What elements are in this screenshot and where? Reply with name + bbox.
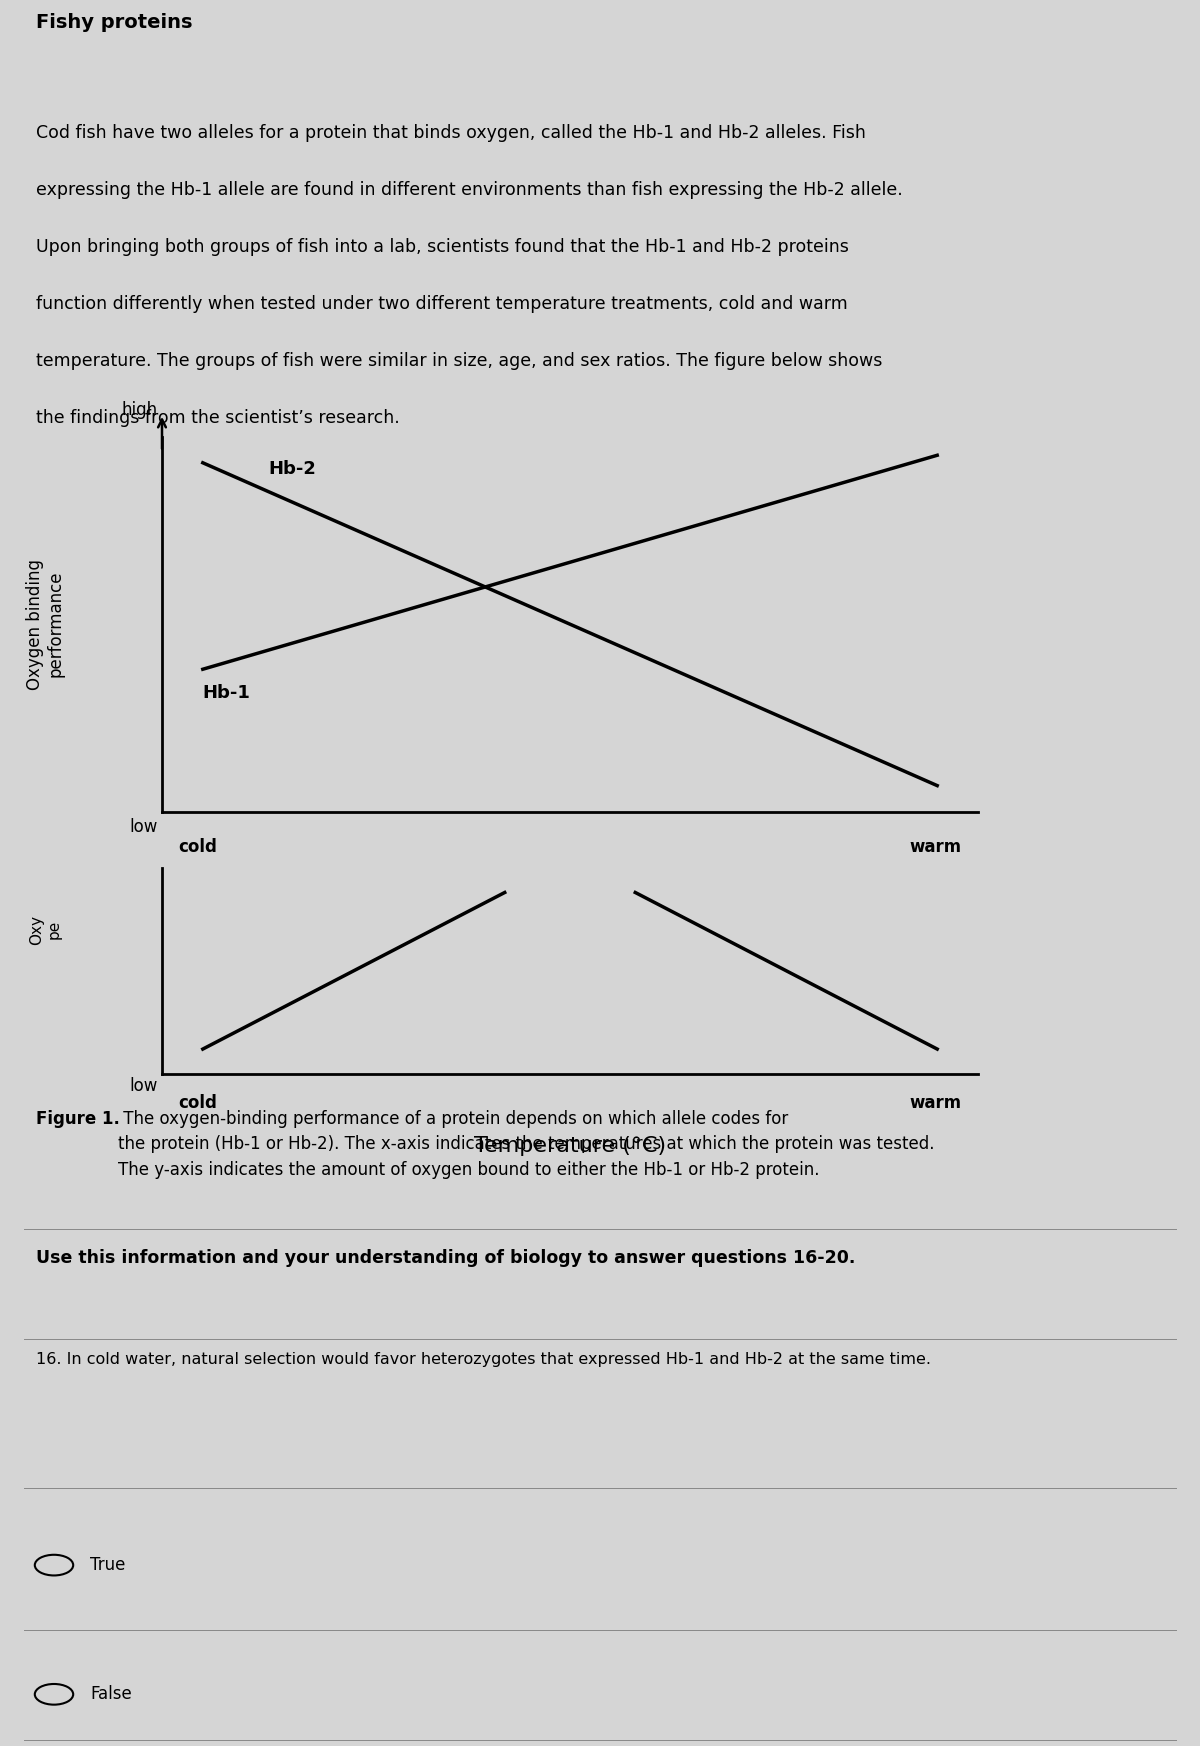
Text: The oxygen-binding performance of a protein depends on which allele codes for
th: The oxygen-binding performance of a prot… [118,1110,934,1179]
Text: Hb-1: Hb-1 [203,684,251,702]
Text: Temperature (°C): Temperature (°C) [474,1135,666,1156]
Text: Figure 1.: Figure 1. [36,1110,120,1128]
Text: Cod fish have two alleles for a protein that binds oxygen, called the Hb-1 and H: Cod fish have two alleles for a protein … [36,124,866,141]
Text: expressing the Hb-1 allele are found in different environments than fish express: expressing the Hb-1 allele are found in … [36,182,902,199]
Text: Use this information and your understanding of biology to answer questions 16-20: Use this information and your understand… [36,1248,856,1266]
Text: temperature. The groups of fish were similar in size, age, and sex ratios. The f: temperature. The groups of fish were sim… [36,351,882,370]
Text: True: True [90,1556,125,1575]
Text: Oxygen binding
performance: Oxygen binding performance [26,559,65,690]
Text: low: low [130,1077,158,1095]
Text: Fishy proteins: Fishy proteins [36,12,192,31]
Text: function differently when tested under two different temperature treatments, col: function differently when tested under t… [36,295,847,313]
Text: warm: warm [910,838,961,856]
Text: the findings from the scientist’s research.: the findings from the scientist’s resear… [36,409,400,426]
Text: 16. In cold water, natural selection would favor heterozygotes that expressed Hb: 16. In cold water, natural selection wou… [36,1351,931,1367]
Text: Temperature (°C): Temperature (°C) [474,876,666,896]
Text: warm: warm [910,1095,961,1112]
Text: Hb-2: Hb-2 [268,459,316,478]
Text: cold: cold [179,838,217,856]
Text: low: low [130,817,158,836]
Text: cold: cold [179,1095,217,1112]
Text: Oxy
pe: Oxy pe [30,915,62,945]
Text: False: False [90,1685,132,1704]
Text: Upon bringing both groups of fish into a lab, scientists found that the Hb-1 and: Upon bringing both groups of fish into a… [36,237,848,257]
Text: high: high [121,402,158,419]
